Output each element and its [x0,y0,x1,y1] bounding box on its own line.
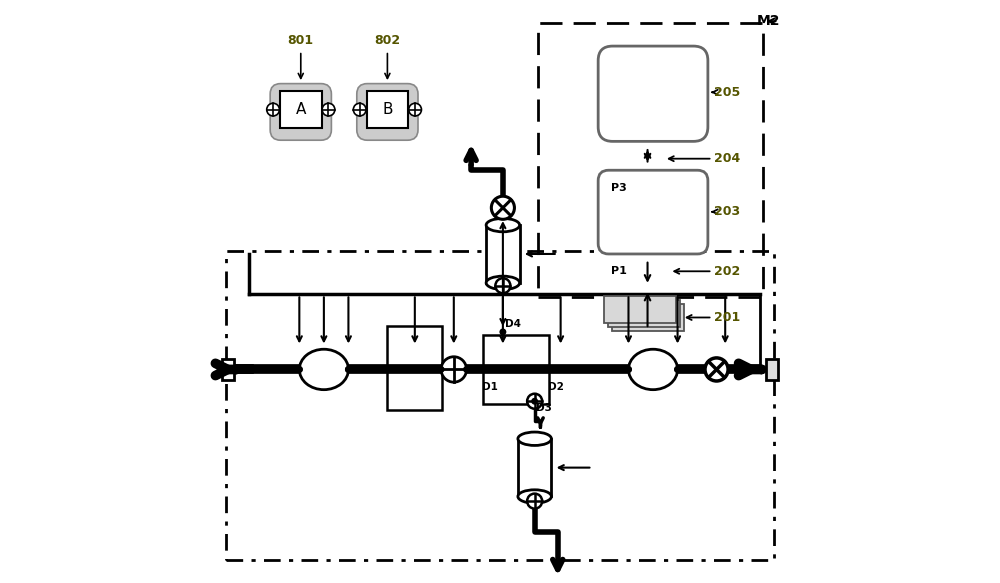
Circle shape [527,394,542,409]
Ellipse shape [486,276,520,290]
FancyBboxPatch shape [598,170,708,254]
Circle shape [245,366,252,373]
Ellipse shape [299,349,348,389]
Bar [226,251,774,560]
Text: P1: P1 [611,266,627,276]
Circle shape [479,366,486,373]
Circle shape [674,366,681,373]
Circle shape [345,366,352,373]
Text: 801: 801 [288,34,314,47]
Bar [280,91,322,128]
Text: 205: 205 [714,86,740,99]
Circle shape [491,196,514,219]
Circle shape [527,494,542,508]
Bar [766,359,778,380]
Text: 203: 203 [714,205,740,218]
Text: D1: D1 [482,382,497,392]
Circle shape [411,366,418,373]
Ellipse shape [628,349,678,389]
Circle shape [463,366,470,373]
Text: D4: D4 [505,319,521,329]
Circle shape [495,278,510,293]
Ellipse shape [518,432,551,445]
Bar [387,326,442,410]
Ellipse shape [486,219,520,232]
Circle shape [296,366,303,373]
Text: P3: P3 [611,182,627,192]
Bar [367,91,408,128]
Bar [486,225,520,283]
Bar [518,439,551,497]
Circle shape [409,103,421,116]
Bar [538,23,763,297]
Circle shape [499,328,506,335]
Circle shape [441,357,467,382]
Circle shape [479,366,486,373]
FancyBboxPatch shape [612,304,684,331]
Circle shape [674,366,681,373]
Circle shape [546,366,553,373]
Text: D2: D2 [548,382,564,392]
Circle shape [322,103,335,116]
FancyBboxPatch shape [357,83,418,140]
Circle shape [267,103,279,116]
FancyBboxPatch shape [604,296,676,323]
Circle shape [733,366,740,373]
Ellipse shape [518,490,551,503]
Text: B: B [382,102,393,117]
Circle shape [353,103,366,116]
Circle shape [438,366,445,373]
Text: 204: 204 [714,152,740,165]
Circle shape [411,366,418,373]
Circle shape [546,366,553,373]
Circle shape [705,358,728,381]
Circle shape [531,398,538,405]
FancyBboxPatch shape [270,83,331,140]
Text: 802: 802 [374,34,400,47]
Circle shape [345,366,352,373]
Text: 202: 202 [714,265,740,278]
FancyBboxPatch shape [608,300,680,327]
Text: A: A [296,102,306,117]
Bar [222,359,234,380]
Text: M2: M2 [757,14,780,28]
Bar [483,335,549,404]
FancyBboxPatch shape [598,46,708,141]
Circle shape [245,366,252,373]
Text: 201: 201 [714,311,740,324]
Circle shape [625,366,632,373]
Circle shape [296,366,303,373]
Circle shape [625,366,632,373]
Text: D3: D3 [536,403,552,413]
